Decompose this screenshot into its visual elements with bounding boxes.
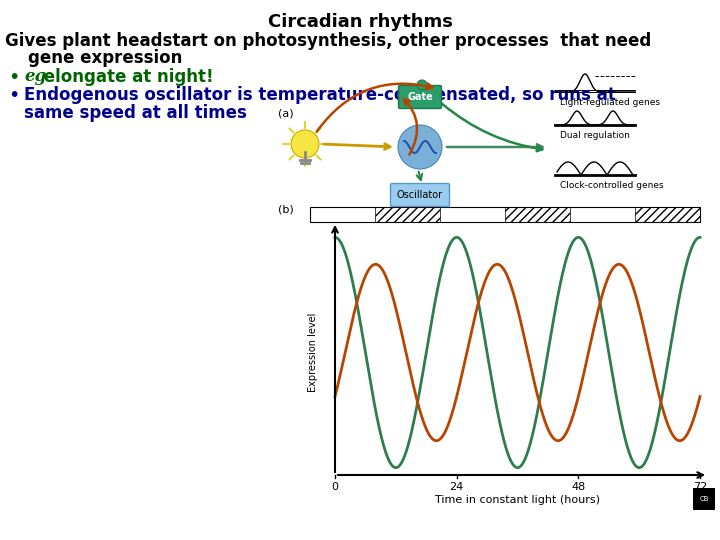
Text: Endogenous oscillator is temperature-compensated, so runs at: Endogenous oscillator is temperature-com… [24,86,616,104]
Bar [310,207,700,222]
Text: Light-regulated genes: Light-regulated genes [560,98,660,107]
Circle shape [417,80,427,90]
Text: elongate at night!: elongate at night! [38,68,214,86]
Text: •: • [8,86,19,105]
Text: Dual regulation: Dual regulation [560,131,630,140]
Text: 24: 24 [449,482,464,492]
Circle shape [291,130,319,158]
FancyBboxPatch shape [398,85,441,109]
Text: Clock-controlled genes: Clock-controlled genes [560,181,664,190]
Text: Time in constant light (hours): Time in constant light (hours) [435,495,600,505]
Text: 48: 48 [571,482,585,492]
Text: eg: eg [24,68,46,85]
Text: Expression level: Expression level [308,313,318,392]
Text: Circadian rhythms: Circadian rhythms [268,13,452,31]
Text: Gate: Gate [407,92,433,102]
Text: (a): (a) [278,108,294,118]
FancyBboxPatch shape [390,184,449,206]
Text: 0: 0 [331,482,338,492]
Text: (b): (b) [278,205,294,215]
Bar [635,207,700,222]
Text: •: • [8,68,19,87]
Text: Gives plant headstart on photosynthesis, other processes  that need: Gives plant headstart on photosynthesis,… [5,32,652,50]
Text: CB: CB [699,496,708,502]
Text: gene expression: gene expression [5,49,182,67]
Text: 72: 72 [693,482,707,492]
Text: Oscillator: Oscillator [397,190,443,200]
Circle shape [398,125,442,169]
Text: same speed at all times: same speed at all times [24,104,247,122]
Bar [505,207,570,222]
Bar [375,207,440,222]
Bar [693,488,715,510]
